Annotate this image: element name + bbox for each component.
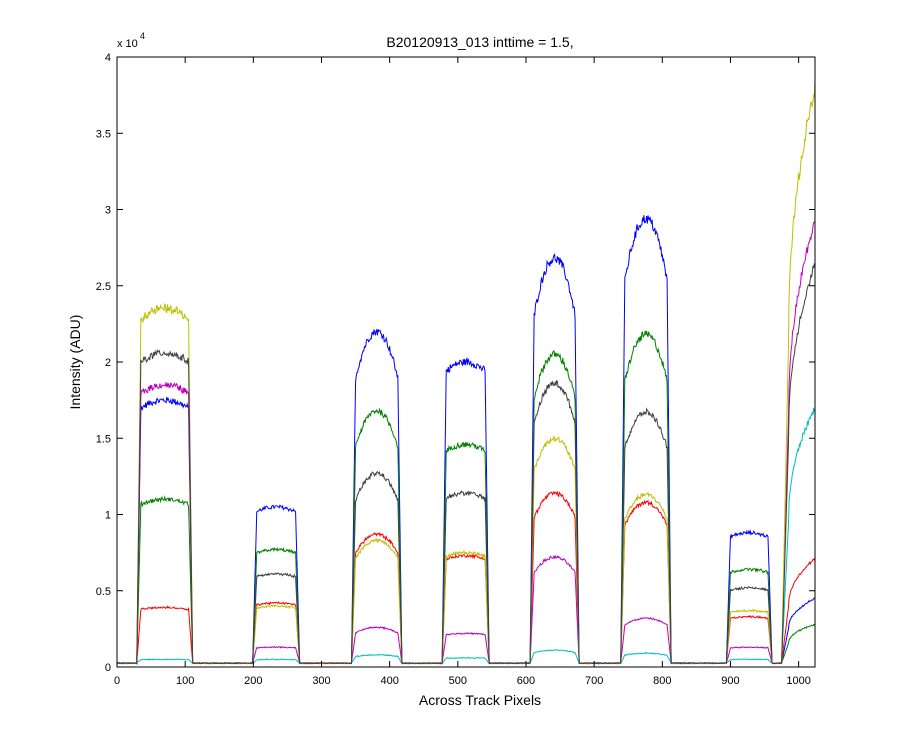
x-tick-label: 700 bbox=[585, 675, 603, 687]
y-tick-label: 3 bbox=[105, 205, 111, 217]
chart-title: B20120913_013 inttime = 1.5, bbox=[386, 34, 573, 50]
x-tick-label: 200 bbox=[244, 675, 262, 687]
x-tick-label: 0 bbox=[114, 675, 120, 687]
x-tick-label: 100 bbox=[176, 675, 194, 687]
axes-layer: 0 100 200 300 400 500 600 700 800 900 1000 0 0.5 1 1.5… bbox=[96, 52, 816, 687]
y-tick-label: 2.5 bbox=[96, 281, 111, 293]
y-axis-multiplier: x 10 4 bbox=[117, 31, 145, 50]
y-tick-label: 1 bbox=[105, 510, 111, 522]
series-layer bbox=[117, 81, 815, 666]
x-tick-label: 600 bbox=[517, 675, 535, 687]
y-tick-label: 1.5 bbox=[96, 433, 111, 445]
y-tick-label: 0.5 bbox=[96, 586, 111, 598]
x-axis-title: Across Track Pixels bbox=[419, 692, 541, 708]
y-tick-label: 3.5 bbox=[96, 128, 111, 140]
x-tick-label: 500 bbox=[449, 675, 467, 687]
series-line-7 bbox=[117, 263, 815, 665]
y-multiplier-base: x 10 bbox=[117, 38, 138, 50]
y-tick-label: 2 bbox=[105, 357, 111, 369]
y-axis-title: Intensity (ADU) bbox=[67, 315, 83, 410]
y-multiplier-exponent: 4 bbox=[140, 31, 145, 41]
x-tick-label: 300 bbox=[312, 675, 330, 687]
y-tick-label: 4 bbox=[105, 52, 111, 64]
x-tick-label: 800 bbox=[653, 675, 671, 687]
x-tick-label: 900 bbox=[721, 675, 739, 687]
x-tick-label: 1000 bbox=[786, 675, 810, 687]
x-tick-label: 400 bbox=[380, 675, 398, 687]
y-tick-label: 0 bbox=[105, 662, 111, 674]
